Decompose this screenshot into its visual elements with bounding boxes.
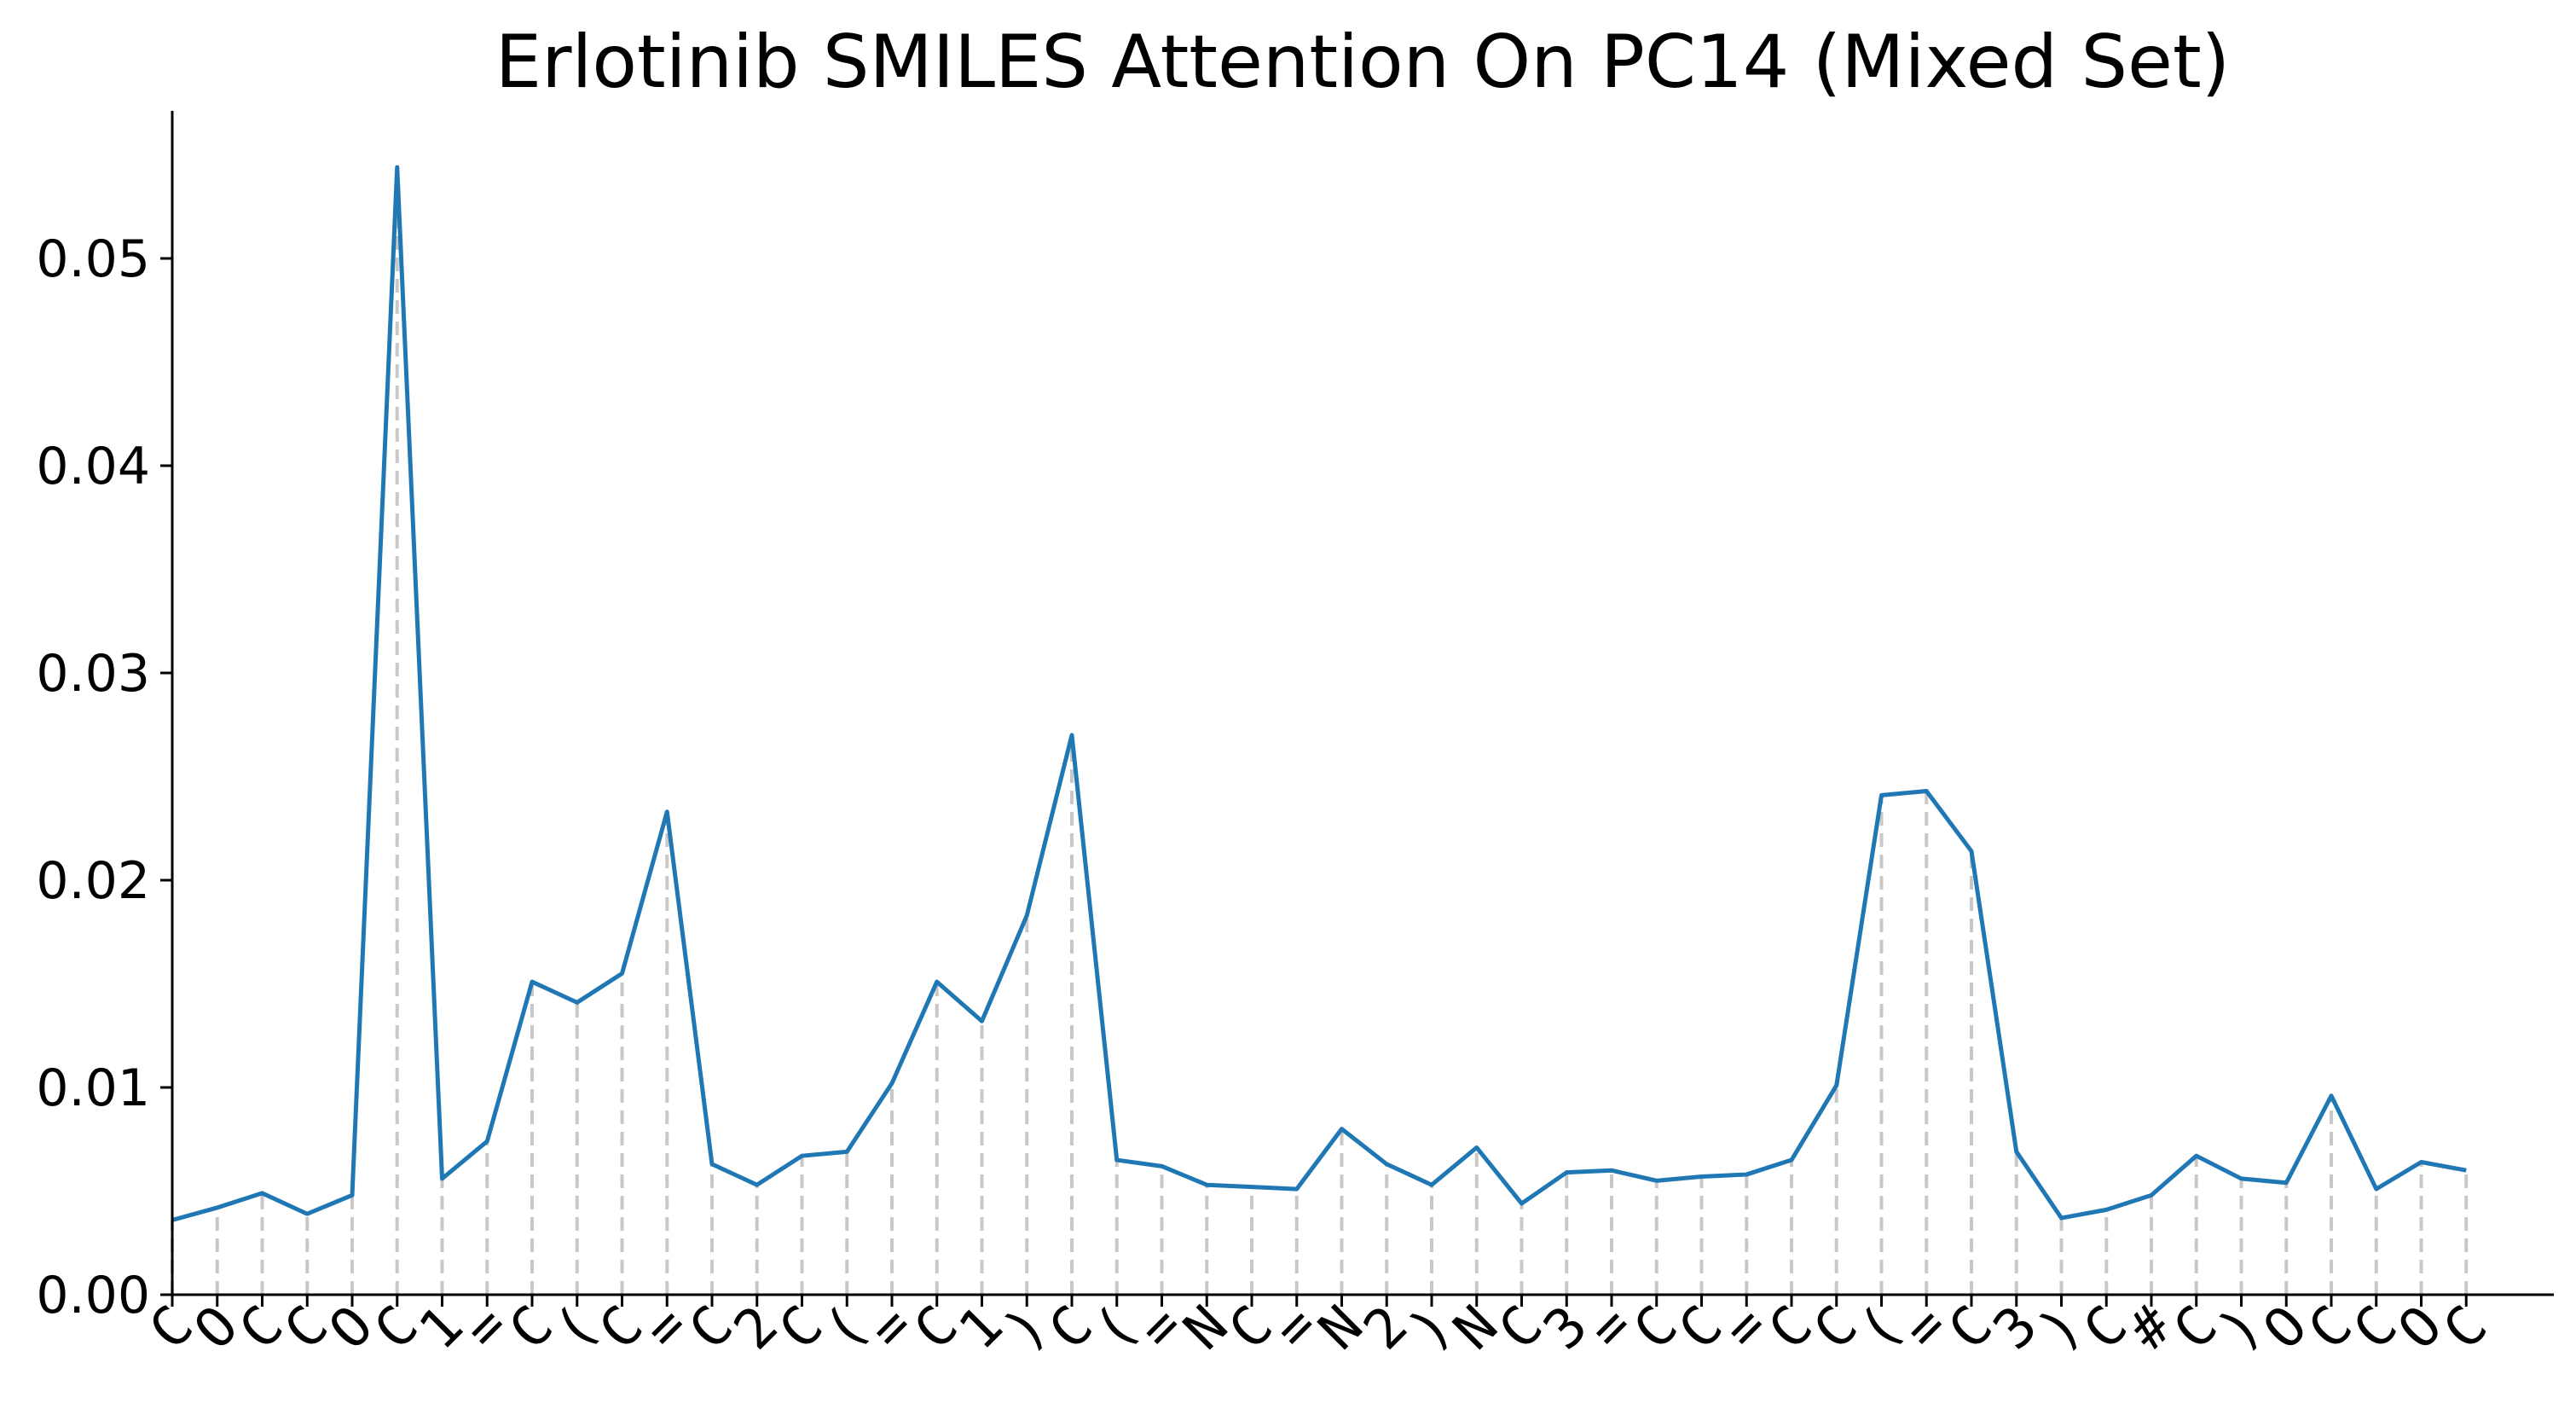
y-tick-label-1: 0.01 [36, 1058, 150, 1118]
stems-group [171, 167, 2469, 1295]
chart-title: Erlotinib SMILES Attention On PC14 (Mixe… [495, 20, 2230, 105]
y-tick-label-4: 0.04 [36, 437, 150, 496]
y-tick-label-5: 0.05 [36, 229, 150, 289]
y-tick-label-2: 0.02 [36, 851, 150, 911]
y-tick-label-3: 0.03 [36, 644, 150, 704]
series-group [171, 165, 2467, 1222]
y-axis: 0.00 0.01 0.02 0.03 0.04 0.05 [36, 111, 174, 1325]
x-axis: COCCOC1=C(C=C2C(=C1)C(=NC=N2)NC3=CC=CC(=… [138, 1293, 2554, 1362]
y-tick-label-0: 0.00 [36, 1266, 150, 1325]
series-line [171, 165, 2467, 1222]
